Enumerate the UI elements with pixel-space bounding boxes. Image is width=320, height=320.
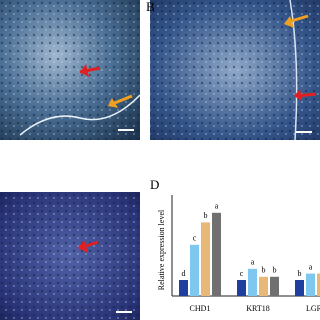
significance-letter: a (309, 262, 313, 271)
panel-label: B (146, 0, 155, 14)
bar (248, 268, 257, 296)
bar (270, 276, 279, 296)
significance-letter: b (298, 269, 302, 278)
bar (179, 280, 188, 296)
bar (201, 222, 210, 296)
significance-letter: c (193, 234, 197, 243)
y-axis-label: Relative expression level (157, 209, 166, 290)
bar (306, 273, 315, 296)
x-tick-label: LGR5 (306, 304, 320, 313)
significance-letter: c (240, 269, 244, 278)
bar (212, 212, 221, 296)
bar (259, 276, 268, 296)
bar (295, 280, 304, 296)
significance-letter: b (204, 211, 208, 220)
image-b (150, 0, 320, 141)
significance-letter: b (262, 266, 266, 275)
significance-letter: a (215, 202, 219, 211)
image-a (0, 0, 141, 140)
bar (237, 280, 246, 296)
bar (317, 273, 320, 296)
significance-letter: b (273, 266, 277, 275)
image-c (0, 192, 140, 320)
significance-letter: d (182, 269, 186, 278)
bar (190, 244, 199, 296)
significance-letter: a (251, 258, 255, 267)
x-tick-label: CHD1 (190, 304, 211, 313)
panel-label: D (150, 177, 159, 192)
x-tick-label: KRT18 (246, 304, 270, 313)
